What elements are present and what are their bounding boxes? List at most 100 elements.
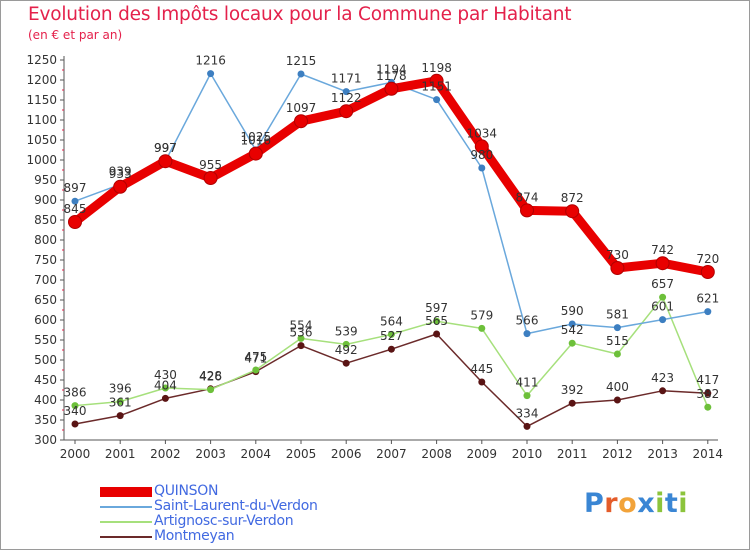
data-point [433,96,441,104]
y-tick-label: 1150 [26,93,57,107]
data-label: 475 [244,350,267,364]
legend-swatch [100,506,152,508]
legend-label: Saint-Laurent-du-Verdon [154,498,318,514]
data-point [433,330,441,338]
data-label: 997 [154,141,177,155]
data-label: 730 [606,248,629,262]
y-tick-label: 1000 [26,153,57,167]
data-point [610,261,625,275]
data-point [478,378,486,386]
data-point [294,114,308,129]
data-label: 539 [335,324,358,338]
series-line-quinson [70,76,713,277]
data-point [297,342,305,350]
data-label: 428 [199,369,222,383]
data-label: 426 [199,370,222,384]
logo-letter: o [618,488,638,519]
data-label: 566 [516,314,539,328]
data-point [655,256,670,271]
data-point [71,197,79,205]
data-point [342,88,350,96]
legend-label: QUINSON [154,483,219,499]
data-point [659,316,667,324]
data-label: 564 [380,314,403,328]
x-tick-label: 2012 [602,447,633,461]
data-label: 897 [64,181,87,195]
data-label: 955 [199,158,222,172]
legend-swatch [100,536,152,538]
y-tick-label: 450 [34,373,57,387]
data-label: 392 [561,383,584,397]
data-point [71,420,79,428]
data-label: 1122 [331,91,362,105]
data-point [207,70,215,78]
data-label: 334 [516,406,539,420]
y-tick-label: 350 [34,413,57,427]
data-label: 430 [154,368,177,382]
proxiti-logo: Proxiti [584,488,688,519]
data-label: 515 [606,334,629,348]
data-point [342,340,350,348]
data-point [387,330,395,338]
data-point [116,412,124,420]
data-label: 536 [290,326,313,340]
data-label: 404 [154,378,177,392]
data-label: 601 [651,300,674,314]
data-label: 720 [696,252,719,266]
data-label: 845 [64,202,87,216]
data-point [568,339,576,347]
logo-letter: P [584,488,605,519]
data-label: 542 [561,323,584,337]
data-point [342,359,350,367]
data-point [613,350,621,358]
data-label: 742 [651,243,674,257]
legend-label: Artignosc-sur-Verdon [154,513,294,529]
legend-label: Montmeyan [154,528,235,544]
data-point [568,320,576,328]
data-label: 382 [696,387,719,401]
data-label: 1016 [241,134,272,148]
logo-letter: x [637,488,656,519]
data-point [433,317,441,325]
data-label: 1216 [195,54,226,68]
x-tick-label: 2007 [376,447,407,461]
y-tick-label: 850 [34,213,57,227]
data-point [700,265,715,279]
legend-swatch [100,487,152,497]
data-point [297,70,305,78]
y-tick-label: 1200 [26,73,57,87]
chart-subtitle: (en € et par an) [28,28,123,42]
data-label: 340 [64,404,87,418]
x-tick-label: 2004 [241,447,272,461]
data-label: 1178 [376,69,407,83]
data-label: 939 [109,164,132,178]
data-label: 657 [651,277,674,291]
data-labels-layer: 845 933 997 955 1016 1097 1122 1178 1198 1034 874 8… [64,54,720,421]
data-point [339,104,354,119]
data-point [158,154,173,169]
data-label: 554 [290,318,313,332]
data-point [704,389,712,397]
data-label: 471 [244,352,267,366]
series-line-saint-laurent-du-verdon [74,72,709,335]
data-label: 621 [696,292,719,306]
x-tick-label: 2003 [195,447,226,461]
data-point [613,396,621,404]
y-tick-label: 300 [34,433,57,447]
data-label: 997 [154,141,177,155]
data-label: 980 [470,148,493,162]
x-tick-label: 2001 [105,447,136,461]
x-tick-label: 2008 [421,447,452,461]
data-label: 1215 [286,54,317,68]
data-point [248,146,263,161]
data-point [659,293,667,301]
data-point [478,164,486,172]
y-tick-label: 600 [34,313,57,327]
data-label: 386 [64,386,87,400]
data-point [161,384,169,392]
y-tick-label: 800 [34,233,57,247]
data-label: 361 [109,396,132,410]
data-label: 1194 [376,62,407,76]
data-label: 1198 [421,61,452,75]
